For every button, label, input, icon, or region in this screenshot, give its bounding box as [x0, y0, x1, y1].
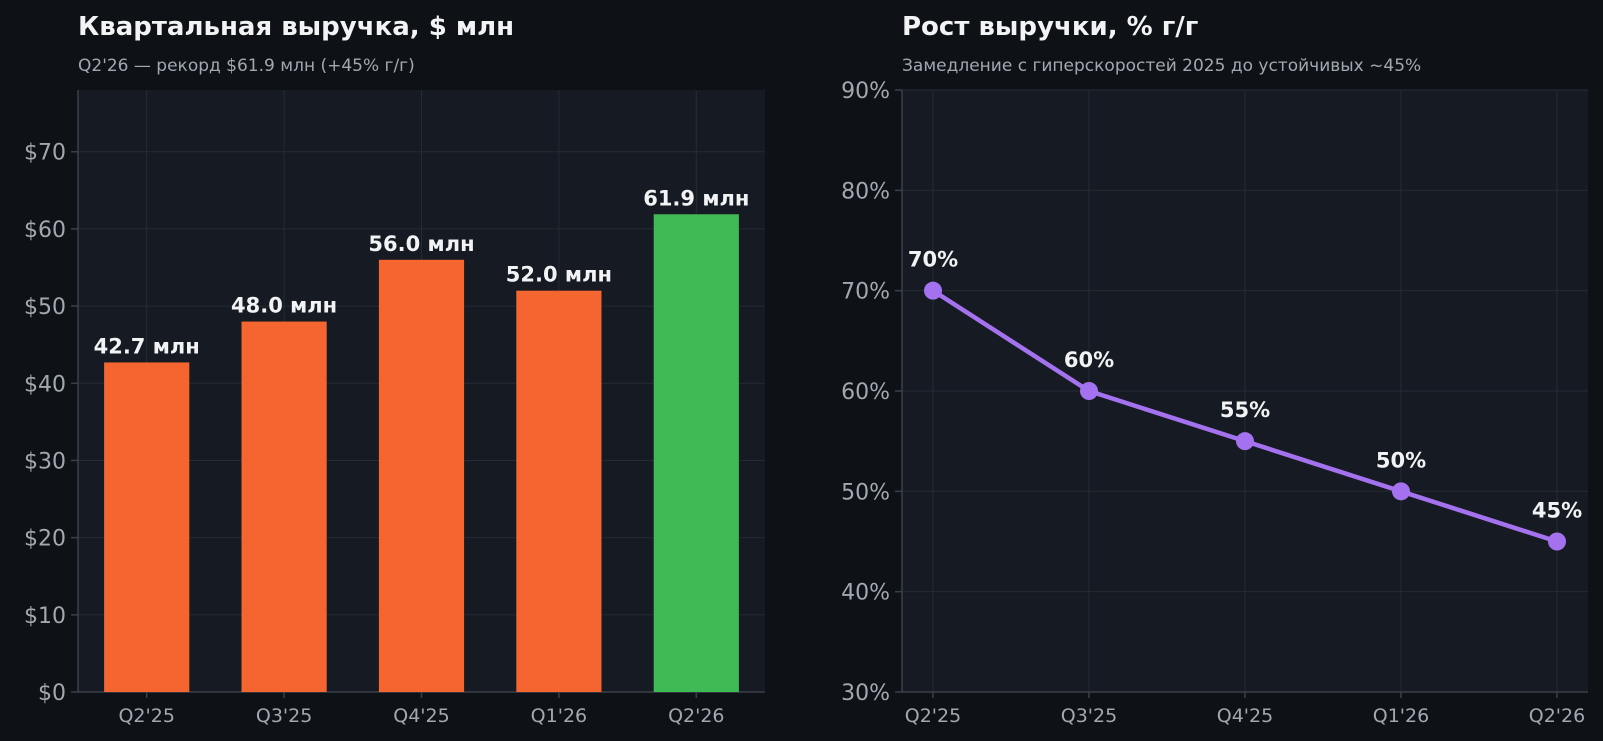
bar-q126 — [516, 290, 602, 692]
x-tick-labels: Q2'25 Q3'25 Q4'25 Q1'26 Q2'26 — [905, 705, 1585, 727]
x-tick-label: Q1'26 — [531, 705, 587, 727]
y-tick-label: 90% — [841, 79, 890, 104]
point-value-label: 50% — [1376, 448, 1426, 472]
bar-value-label: 56.0 млн — [368, 232, 474, 256]
data-labels: 42.7 млн 48.0 млн 56.0 млн 52.0 млн 61.9 млн — [94, 186, 750, 358]
y-tick-labels: $0 $10 $20 $30 $40 $50 $60 $70 — [24, 141, 66, 706]
x-tick-labels: Q2'25 Q3'25 Q4'25 Q1'26 Q2'26 — [118, 705, 724, 727]
bar-value-label: 61.9 млн — [643, 186, 749, 210]
point-q225 — [924, 281, 942, 300]
point-value-label: 45% — [1532, 499, 1582, 523]
y-tick-label: 50% — [841, 480, 890, 505]
x-tick-label: Q2'25 — [905, 705, 961, 727]
y-tick-label: $40 — [24, 372, 66, 397]
x-tick-label: Q2'26 — [668, 705, 724, 727]
point-value-label: 60% — [1064, 348, 1114, 372]
point-value-label: 55% — [1220, 398, 1270, 422]
bar-value-label: 42.7 млн — [94, 334, 200, 358]
chart-subtitle: Q2'26 — рекорд $61.9 млн (+45% г/г) — [78, 56, 415, 76]
y-tick-label: $10 — [24, 604, 66, 629]
bar-q226 — [653, 214, 739, 692]
bar-q425 — [378, 259, 465, 692]
y-tick-label: 60% — [841, 380, 890, 405]
axes — [901, 90, 1588, 693]
y-tick-label: $70 — [24, 141, 66, 166]
bar-q325 — [241, 321, 327, 692]
point-q126 — [1392, 482, 1410, 501]
x-tick-label: Q4'25 — [1217, 705, 1273, 727]
point-value-label: 70% — [908, 248, 958, 272]
y-tick-label: 80% — [841, 179, 890, 204]
bar-value-label: 52.0 млн — [506, 263, 612, 287]
x-tick-label: Q2'25 — [118, 705, 174, 727]
growth-line-chart: Рост выручки, % г/г Замедление с гиперск… — [841, 12, 1588, 727]
y-tick-label: $20 — [24, 527, 66, 552]
bar-q225 — [104, 362, 190, 692]
bar-value-label: 48.0 млн — [231, 294, 337, 318]
point-q325 — [1080, 382, 1098, 400]
x-tick-label: Q3'25 — [1061, 705, 1117, 727]
point-q425 — [1236, 432, 1254, 451]
chart-title: Рост выручки, % г/г — [902, 12, 1198, 42]
line-series — [924, 281, 1566, 551]
y-tick-label: $30 — [24, 449, 66, 474]
y-tick-label: $60 — [24, 218, 66, 243]
revenue-bar-chart: Квартальная выручка, $ млн Q2'26 — рекор… — [24, 12, 765, 727]
x-tick-label: Q2'26 — [1529, 705, 1585, 727]
y-tick-label: $50 — [24, 295, 66, 320]
x-tick-label: Q4'25 — [393, 705, 449, 727]
x-tick-label: Q3'25 — [256, 705, 312, 727]
y-tick-labels: 30% 40% 50% 60% 70% 80% 90% — [841, 79, 890, 706]
chart-title: Квартальная выручка, $ млн — [78, 12, 514, 42]
y-tick-label: 30% — [841, 681, 890, 706]
point-q226 — [1548, 532, 1566, 551]
chart-subtitle: Замедление с гиперскоростей 2025 до усто… — [902, 56, 1421, 76]
y-tick-label: $0 — [38, 681, 66, 706]
data-labels: 70% 60% 55% 50% 45% — [908, 248, 1582, 523]
y-tick-label: 70% — [841, 280, 890, 305]
y-tick-label: 40% — [841, 581, 890, 606]
bars — [104, 214, 739, 692]
x-tick-label: Q1'26 — [1373, 705, 1429, 727]
